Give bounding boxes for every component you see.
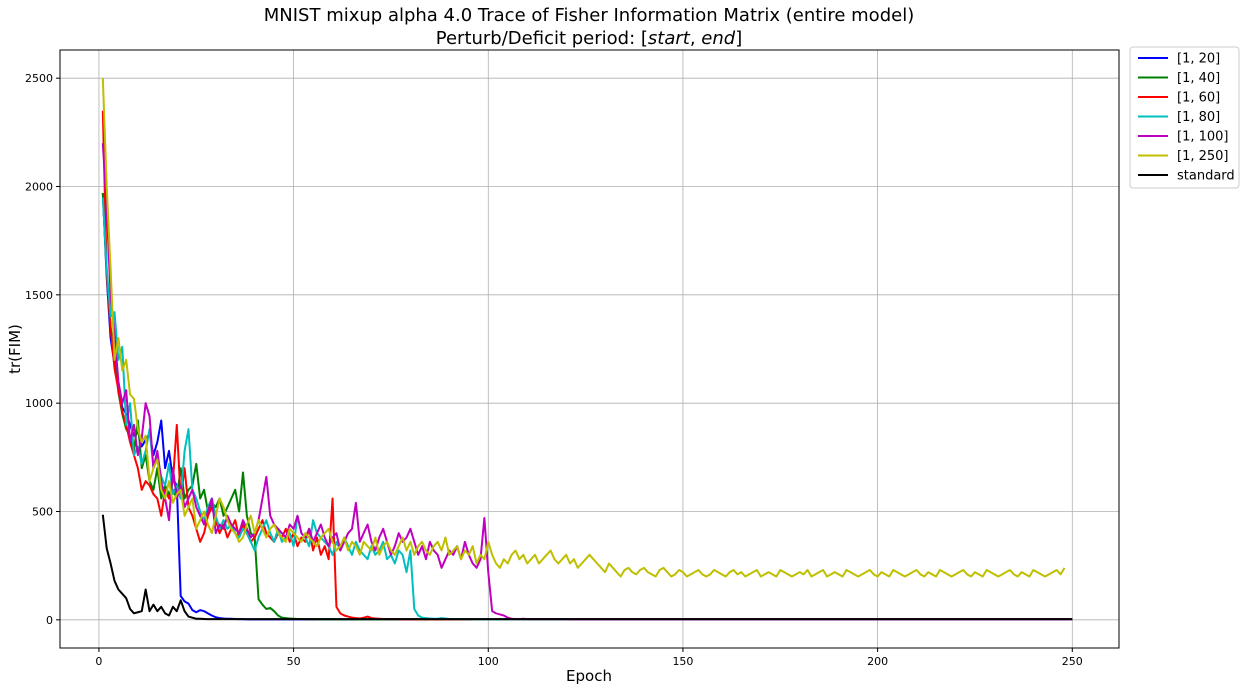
legend-label: [1, 80] [1177,110,1220,125]
y-axis-label: tr(FIM) [6,324,24,374]
y-tick-label: 1500 [25,289,53,302]
legend-box [1129,46,1240,189]
x-tick-label: 250 [1062,655,1083,668]
legend-label: [1, 20] [1177,52,1220,67]
y-tick-label: 2500 [25,72,53,85]
legend-label: [1, 250] [1177,149,1229,164]
series-line [101,514,1073,621]
x-tick-label: 150 [672,655,693,668]
y-tick-label: 0 [46,614,53,627]
x-axis-label: Epoch [566,667,612,685]
legend-label: [1, 60] [1177,91,1220,106]
x-tick-label: 100 [478,655,499,668]
legend-label: standard [1177,169,1235,184]
x-tick-label: 0 [95,655,102,668]
x-tick-label: 200 [867,655,888,668]
legend: [1, 20] [1, 40] [1, 60] [1, 80] [1, 100] [1, … [1129,46,1240,189]
chart-subtitle: Perturb/Deficit period: [start, end] [436,28,743,49]
chart-title: MNIST mixup alpha 4.0 Trace of Fisher In… [264,5,914,26]
y-tick-label: 2000 [25,181,53,194]
y-tick-label: 500 [32,506,53,519]
plot-frame [59,49,1120,649]
x-tick-label: 50 [287,655,301,668]
legend-label: [1, 40] [1177,71,1220,86]
plot-area [60,50,1119,648]
series-lines [101,78,1073,621]
y-tick-label: 1000 [25,397,53,410]
legend-label: [1, 100] [1177,130,1229,145]
series-line [101,78,1066,578]
